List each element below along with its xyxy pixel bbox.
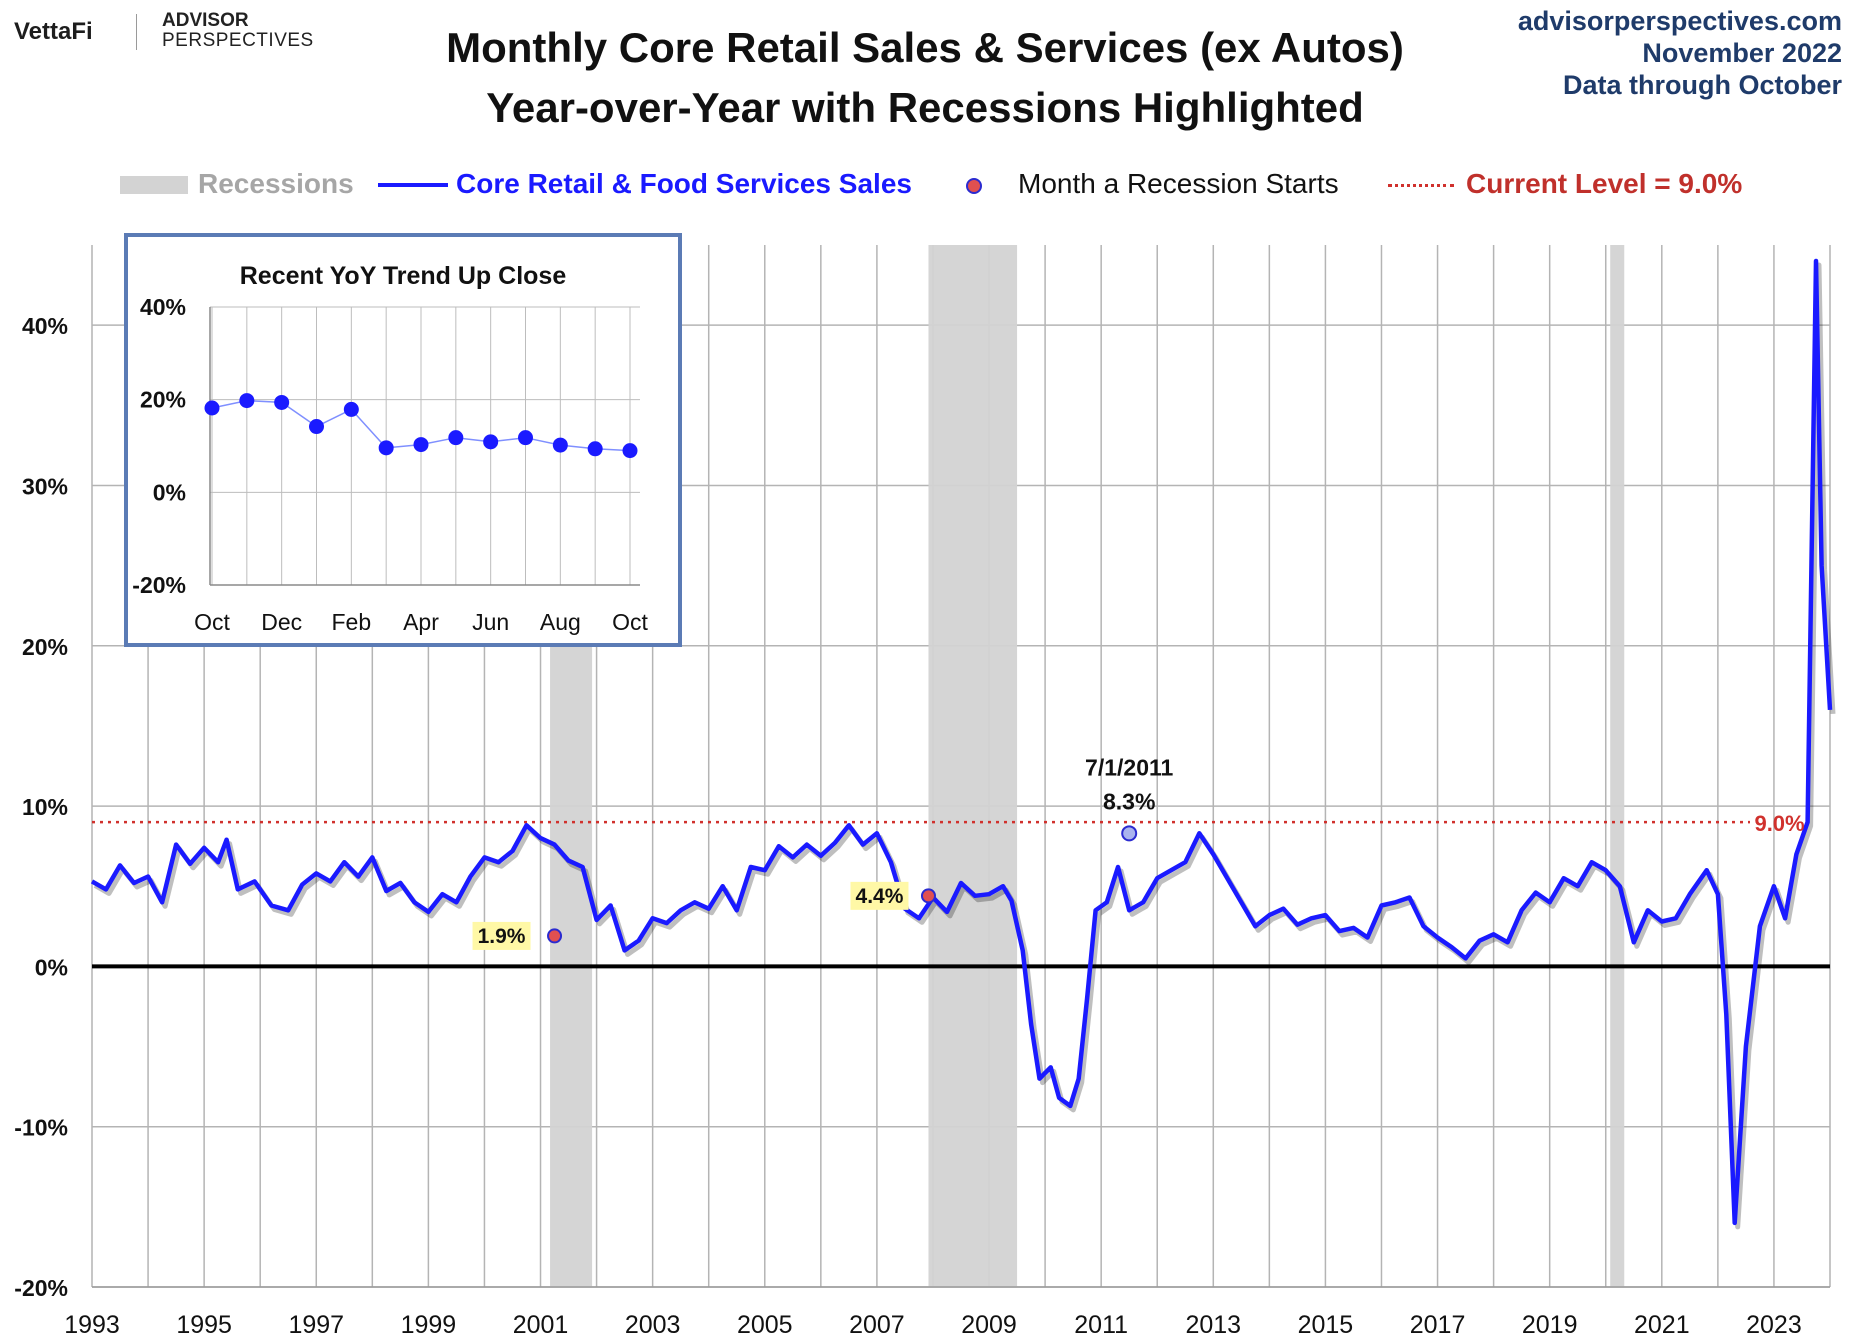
source-data-through: Data through October — [1562, 70, 1842, 100]
x-tick-label: 2003 — [625, 1311, 681, 1339]
y-tick-label: 10% — [22, 794, 68, 820]
series-line — [90, 258, 1833, 1226]
x-tick-label: 1993 — [64, 1311, 120, 1339]
x-tick-label: 2019 — [1522, 1311, 1578, 1339]
x-tick-label: 1997 — [288, 1311, 344, 1339]
recession-band — [1610, 245, 1625, 1287]
y-tick-label: -20% — [14, 1275, 68, 1301]
recession-band — [928, 245, 1018, 1287]
chart-title-line2: Year-over-Year with Recessions Highlight… — [486, 84, 1364, 131]
x-tick-label: 2017 — [1410, 1311, 1466, 1339]
y-tick-label: 40% — [22, 313, 68, 339]
x-tick-label: 2009 — [961, 1311, 1017, 1339]
x-tick-label: 2023 — [1746, 1311, 1802, 1339]
y-tick-label: 20% — [22, 634, 68, 660]
legend-marker-dot — [966, 178, 982, 194]
recession-start-marker — [547, 928, 563, 944]
annotation-label: 7/1/2011 — [1085, 754, 1173, 780]
x-tick-label: 1999 — [401, 1311, 457, 1339]
x-tick-label: 2015 — [1298, 1311, 1354, 1339]
x-tick-label: 2021 — [1634, 1311, 1690, 1339]
x-tick-label: 2011 — [1074, 1311, 1128, 1339]
brand-divider — [136, 14, 137, 50]
brand-logo-perspectives: PERSPECTIVES — [162, 30, 314, 51]
y-tick-label: 0% — [35, 954, 68, 980]
annotation-label: 4.4% — [856, 885, 904, 908]
highlight-point-marker — [1121, 825, 1138, 842]
brand-logo-vettafi: VettaFi — [14, 18, 93, 45]
source-date: November 2022 — [1642, 38, 1842, 68]
legend-series-label: Core Retail & Food Services Sales — [456, 168, 912, 199]
legend-current-label: Current Level = 9.0% — [1466, 168, 1743, 199]
recession-start-marker — [920, 888, 936, 904]
inset-title: Recent YoY Trend Up Close — [239, 262, 567, 290]
current-level-label: 9.0% — [1754, 811, 1804, 836]
legend-current-swatch — [1388, 184, 1454, 187]
annotation-label: 1.9% — [478, 925, 526, 948]
x-tick-label: 2005 — [737, 1311, 793, 1339]
y-tick-label: -10% — [14, 1115, 68, 1141]
legend-series-swatch — [378, 183, 448, 187]
x-tick-label: 2007 — [849, 1311, 905, 1339]
y-tick-label: 30% — [22, 473, 68, 499]
x-tick-label: 1995 — [176, 1311, 232, 1339]
chart-title-line1: Monthly Core Retail Sales & Services (ex… — [446, 24, 1404, 71]
annotation-label: 8.3% — [1103, 788, 1155, 814]
legend-marker-label: Month a Recession Starts — [1018, 168, 1339, 199]
legend-recessions-swatch — [120, 176, 188, 194]
x-tick-label: 2013 — [1185, 1311, 1241, 1339]
legend-recessions-label: Recessions — [198, 168, 354, 199]
brand-logo-advisor: ADVISOR — [162, 10, 249, 31]
annotation-label-box — [472, 921, 531, 950]
inset-panel — [124, 233, 682, 647]
x-tick-label: 2001 — [513, 1311, 569, 1339]
annotation-label-box — [850, 881, 909, 910]
source-site: advisorperspectives.com — [1517, 6, 1842, 36]
